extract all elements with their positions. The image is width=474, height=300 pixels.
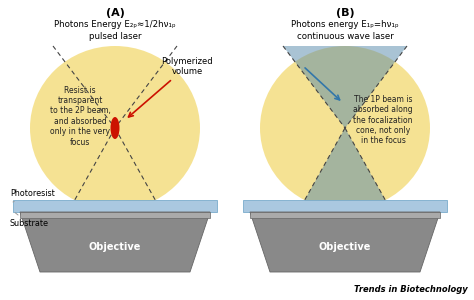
Polygon shape bbox=[20, 212, 210, 272]
Text: Resist is
transparent
to the 2P beam,
and absorbed
only in the very
focus: Resist is transparent to the 2P beam, an… bbox=[50, 85, 110, 146]
Text: Objective: Objective bbox=[319, 242, 371, 252]
Polygon shape bbox=[283, 46, 407, 128]
Text: (A): (A) bbox=[106, 8, 125, 18]
Polygon shape bbox=[243, 200, 447, 212]
Text: (B): (B) bbox=[336, 8, 354, 18]
Text: Objective: Objective bbox=[89, 242, 141, 252]
Polygon shape bbox=[13, 200, 217, 212]
Text: Photons energy E₁ₚ=hν₁ₚ: Photons energy E₁ₚ=hν₁ₚ bbox=[291, 20, 399, 29]
Text: Photons Energy E₂ₚ≈1/2hν₁ₚ: Photons Energy E₂ₚ≈1/2hν₁ₚ bbox=[54, 20, 176, 29]
Text: pulsed laser: pulsed laser bbox=[89, 32, 141, 41]
Polygon shape bbox=[298, 128, 392, 212]
Text: Photoresist: Photoresist bbox=[10, 188, 55, 202]
Ellipse shape bbox=[110, 117, 119, 139]
Text: Trends in Biotechnology: Trends in Biotechnology bbox=[354, 285, 468, 294]
Text: The 1P beam is
absorbed along
the focalization
cone, not only
in the focus: The 1P beam is absorbed along the focali… bbox=[353, 95, 413, 145]
Polygon shape bbox=[250, 212, 440, 218]
Ellipse shape bbox=[30, 46, 200, 210]
Text: continuous wave laser: continuous wave laser bbox=[297, 32, 393, 41]
Text: Substrate: Substrate bbox=[10, 213, 49, 229]
Polygon shape bbox=[250, 212, 440, 272]
Ellipse shape bbox=[260, 46, 430, 210]
Text: Polymerized
volume: Polymerized volume bbox=[128, 57, 213, 117]
Polygon shape bbox=[20, 212, 210, 218]
